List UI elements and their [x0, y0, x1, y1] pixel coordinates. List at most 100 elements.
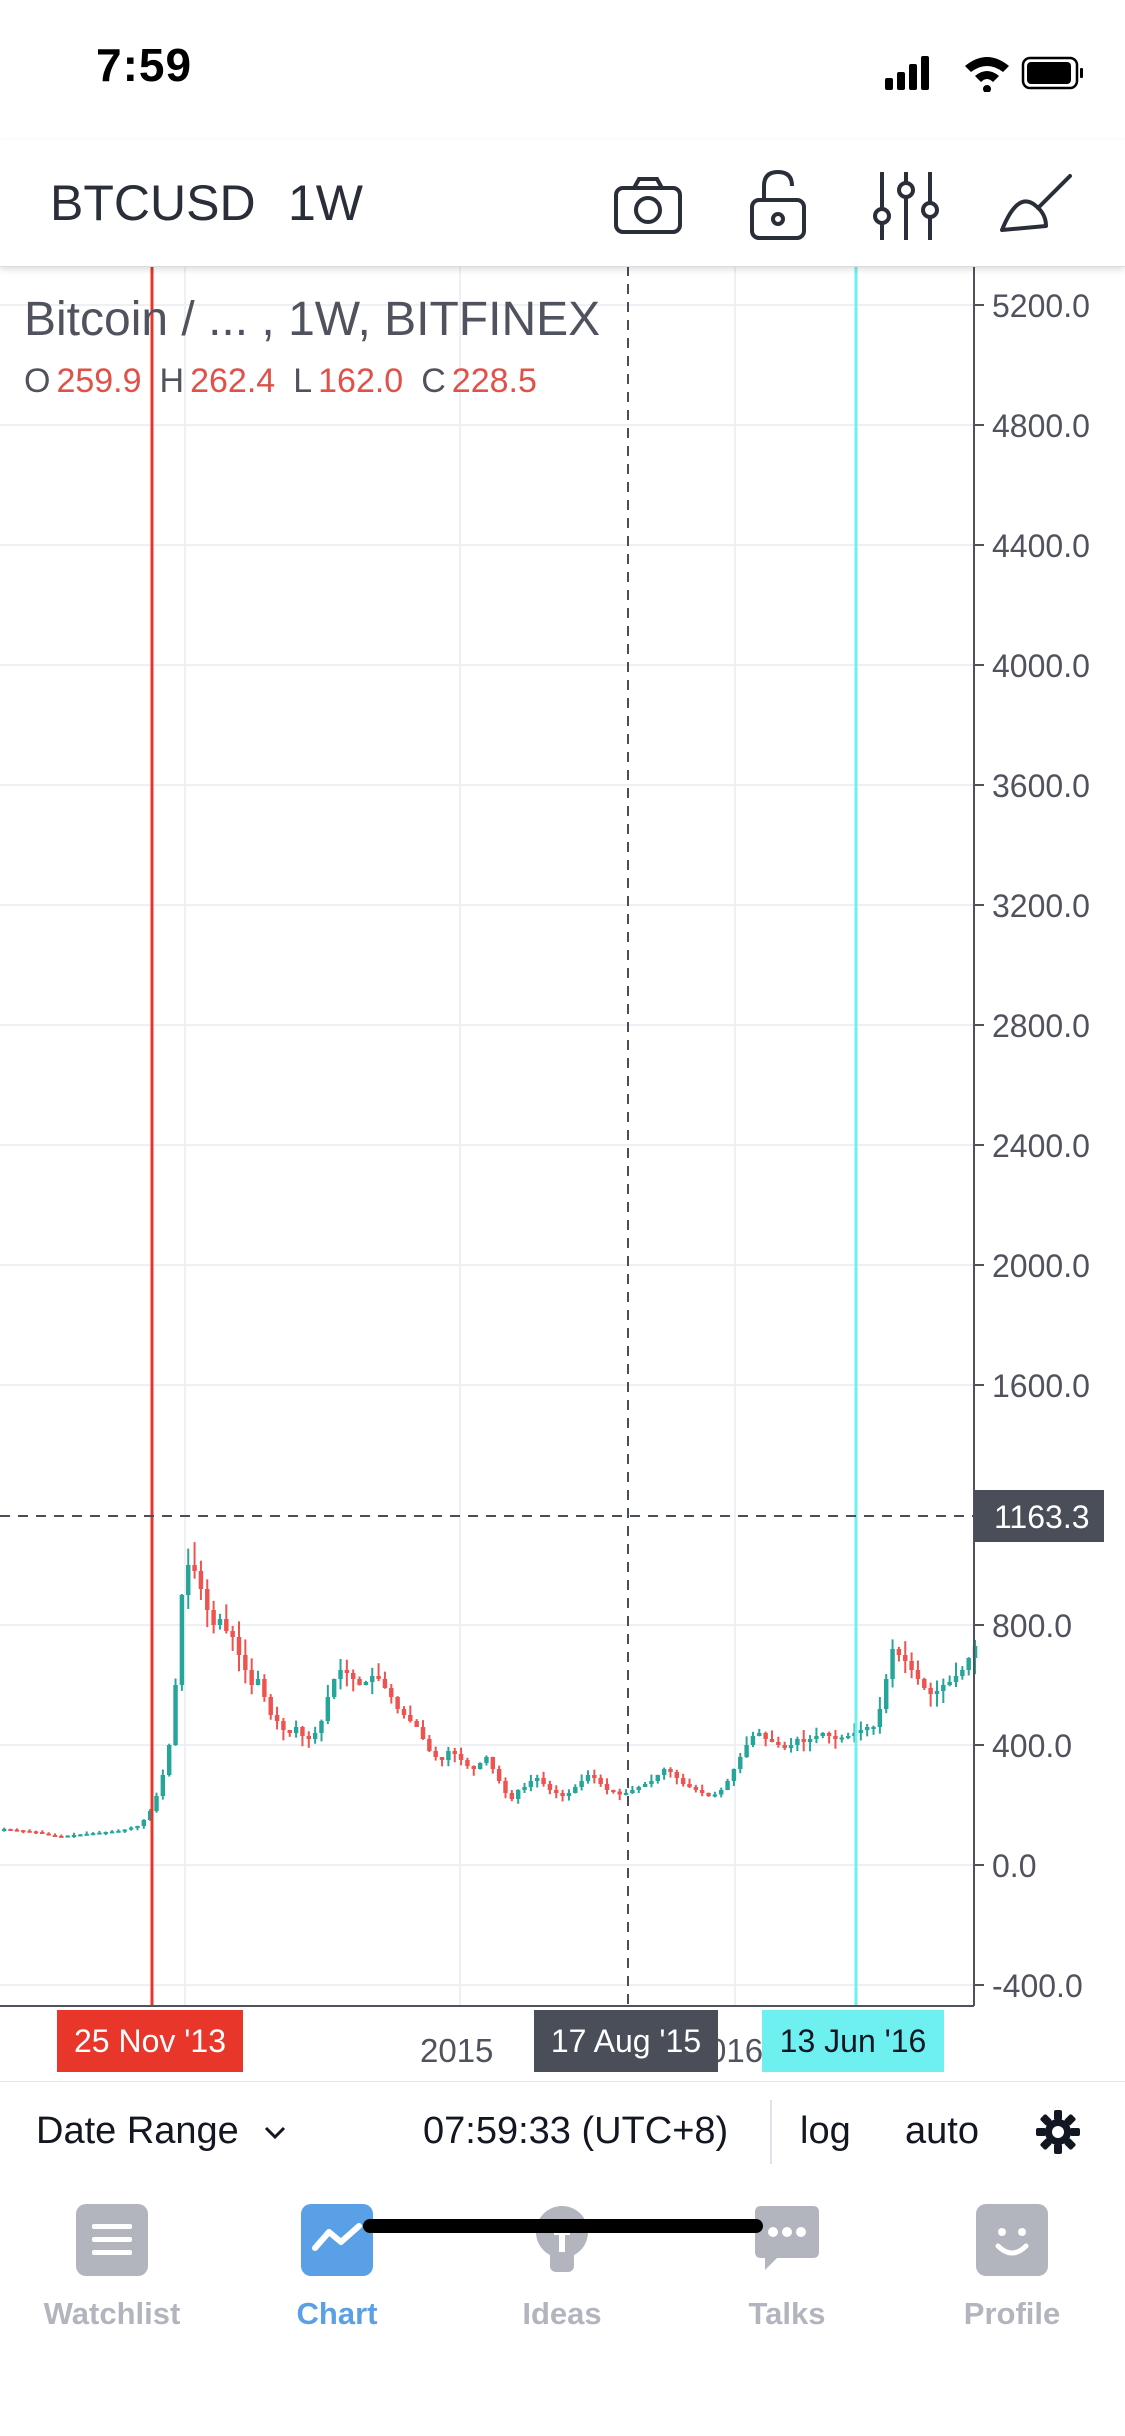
date-range-label: Date Range [36, 2110, 239, 2152]
candle-body [776, 1742, 781, 1745]
candle [757, 1728, 762, 1737]
candle-body [116, 1830, 121, 1833]
candle-body [471, 1766, 476, 1769]
candle [852, 1723, 857, 1743]
bottom-navigation: Watchlist Chart Ideas [0, 2182, 1125, 2436]
candle [84, 1831, 89, 1836]
candle-body [312, 1733, 318, 1739]
candle [427, 1734, 432, 1752]
price-axis: 5200.0 4800.0 4400.0 4000.0 3600.0 3200.0 2800… [974, 288, 1090, 2004]
candle-body [934, 1691, 940, 1694]
candle [433, 1746, 438, 1761]
candle-body [642, 1784, 648, 1787]
candle [122, 1829, 128, 1833]
candle [319, 1719, 324, 1742]
candle [154, 1792, 159, 1813]
candle-body [712, 1794, 718, 1797]
candle [312, 1726, 318, 1744]
candle [78, 1834, 83, 1837]
date-range-button[interactable]: Date Range [36, 2110, 287, 2153]
candle-body [592, 1775, 597, 1778]
indicators-icon[interactable] [866, 166, 946, 246]
candle [554, 1785, 559, 1799]
log-scale-toggle[interactable]: log [800, 2110, 851, 2152]
candle-body [243, 1655, 248, 1670]
interval-selector[interactable]: 1W [288, 175, 363, 231]
candle [224, 1604, 229, 1634]
candle-body [972, 1646, 978, 1658]
candle [661, 1767, 667, 1780]
candle [236, 1621, 242, 1672]
candle-body [357, 1679, 362, 1685]
candle [249, 1658, 254, 1695]
candle [344, 1659, 350, 1687]
candle-body [820, 1733, 825, 1736]
candle-body [903, 1655, 908, 1661]
candle [230, 1625, 235, 1651]
camera-icon[interactable] [608, 166, 688, 246]
candle-body [509, 1793, 515, 1799]
candle [890, 1639, 895, 1688]
candle [186, 1548, 191, 1609]
candle [27, 1829, 32, 1833]
candle-body [655, 1775, 661, 1781]
candle-body [122, 1829, 128, 1832]
nav-watchlist[interactable]: Watchlist [12, 2204, 212, 2331]
chart-area[interactable]: 5200.0 4800.0 4400.0 4000.0 3600.0 3200.0 2800… [0, 266, 1125, 2081]
candle-body [376, 1676, 381, 1679]
candle [395, 1696, 400, 1714]
nav-profile[interactable]: Profile [912, 2204, 1112, 2331]
gear-icon[interactable] [1034, 2108, 1082, 2156]
price-chart[interactable]: 5200.0 4800.0 4400.0 4000.0 3600.0 3200.0 2800… [0, 266, 1125, 2081]
candle [490, 1756, 496, 1774]
candle [604, 1778, 610, 1795]
clock-timezone[interactable]: 07:59:33 (UTC+8) [423, 2110, 729, 2152]
wifi-icon [965, 57, 1009, 92]
candle-body [814, 1736, 819, 1739]
candle [699, 1784, 705, 1797]
candle-body [8, 1829, 13, 1831]
candle-body [941, 1685, 946, 1691]
candle-body [535, 1778, 540, 1781]
candle [211, 1600, 216, 1634]
symbol-selector[interactable]: BTCUSD [50, 175, 256, 231]
candle [535, 1774, 540, 1788]
price-tick-label: 3600.0 [992, 768, 1090, 804]
candle [414, 1719, 419, 1728]
ohlc-open-value: 259.9 [56, 362, 142, 400]
candle [255, 1670, 261, 1686]
candle-body [205, 1589, 210, 1610]
candle [687, 1778, 692, 1789]
candle [585, 1770, 591, 1784]
candle-body [395, 1697, 400, 1709]
candle [909, 1652, 914, 1679]
candle [65, 1835, 70, 1838]
candle-body [363, 1682, 369, 1685]
candle [496, 1765, 502, 1784]
chevron-down-icon [265, 2126, 286, 2140]
candle [947, 1675, 952, 1687]
candle [217, 1613, 223, 1630]
candle [471, 1765, 476, 1776]
candle-body [14, 1829, 20, 1832]
date-marker-badge [762, 2010, 944, 2072]
candle-body [59, 1835, 64, 1838]
drawing-icon[interactable] [996, 166, 1076, 246]
lock-icon[interactable] [738, 166, 818, 246]
date-marker-label: 13 Jun '16 [780, 2023, 927, 2059]
candles [2, 1542, 978, 1838]
price-tick-label: 4400.0 [992, 528, 1090, 564]
price-tick-label: 4800.0 [992, 408, 1090, 444]
candle [566, 1789, 572, 1801]
candle-body [636, 1787, 641, 1790]
candle-body [763, 1733, 768, 1739]
candle-body [738, 1757, 743, 1769]
candle-body [719, 1790, 724, 1795]
nav-talks[interactable]: Talks [687, 2204, 887, 2331]
auto-scale-toggle[interactable]: auto [905, 2110, 979, 2152]
candle-body [623, 1793, 629, 1795]
status-bar: 7:59 [0, 0, 1125, 140]
nav-chart[interactable]: Chart [237, 2204, 437, 2331]
candle-body [306, 1736, 312, 1739]
candle [573, 1784, 578, 1794]
